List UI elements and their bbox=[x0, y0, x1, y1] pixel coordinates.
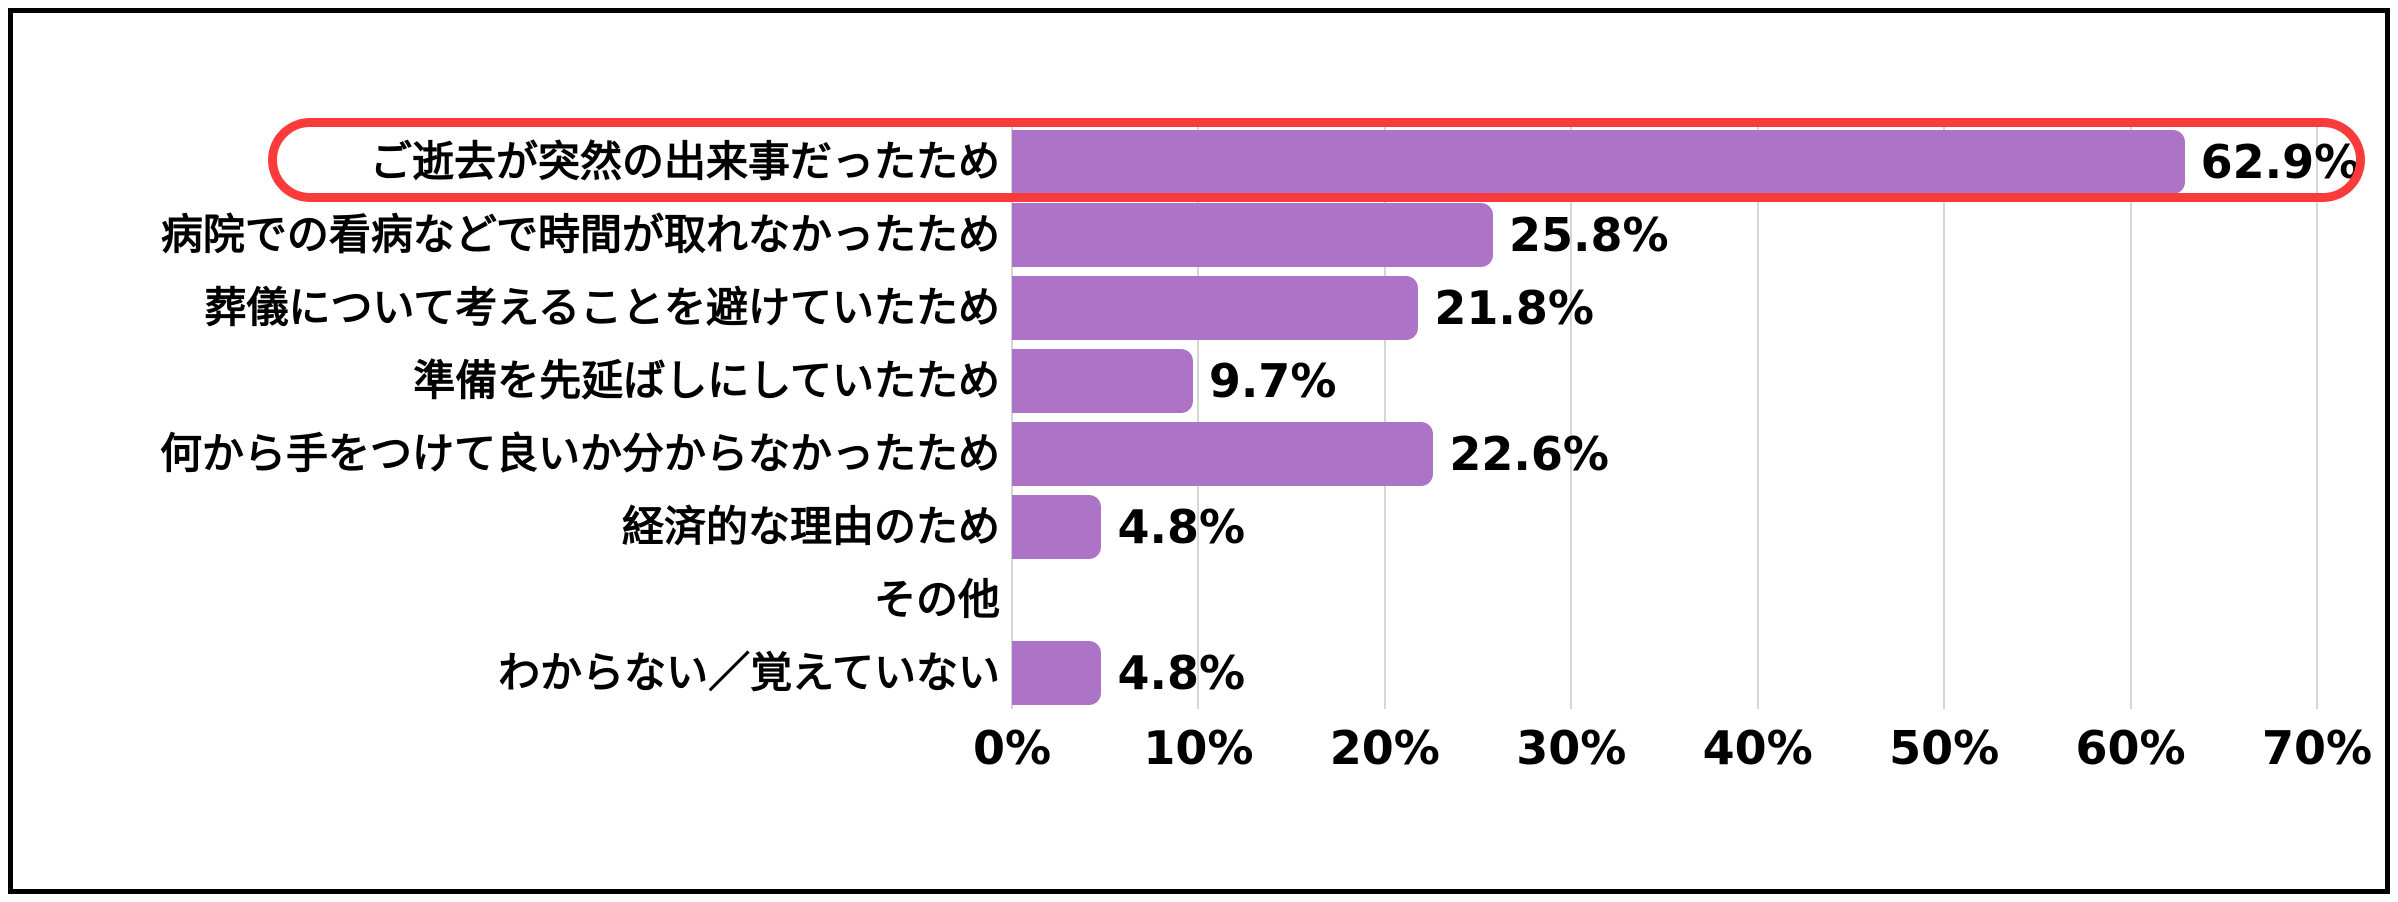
value-label: 25.8% bbox=[1508, 208, 1669, 263]
category-label: 経済的な理由のため bbox=[621, 501, 1000, 551]
bar bbox=[1012, 494, 1102, 559]
chart-row: 葬儀について考えることを避けていたため 21.8% bbox=[0, 272, 2398, 345]
value-label: 4.8% bbox=[1117, 645, 1246, 700]
gridline bbox=[1197, 126, 1200, 709]
category-label: 病院での看病などで時間が取れなかったため bbox=[160, 210, 1000, 260]
value-label: 9.7% bbox=[1208, 354, 1337, 409]
x-tick-label: 30% bbox=[1516, 721, 1627, 775]
gridline bbox=[1570, 126, 1573, 709]
bar-track: 21.8% bbox=[1012, 272, 2317, 345]
chart-row: 病院での看病などで時間が取れなかったため 25.8% bbox=[0, 199, 2398, 272]
category-label: 何から手をつけて良いか分からなかったため bbox=[159, 428, 1000, 478]
gridline bbox=[1011, 126, 1013, 709]
category-label: 葬儀について考えることを避けていたため bbox=[204, 283, 1000, 333]
chart-row: 何から手をつけて良いか分からなかったため 22.6% bbox=[0, 418, 2398, 491]
bar bbox=[1012, 421, 1434, 486]
gridline bbox=[1383, 126, 1386, 709]
bar-track: 62.9% bbox=[1012, 126, 2360, 199]
bar-track: 4.8% bbox=[1012, 490, 2317, 563]
gridline bbox=[1756, 126, 1759, 709]
bar bbox=[1012, 130, 2185, 195]
chart-row: ご逝去が突然の出来事だったため 62.9% bbox=[0, 126, 2398, 199]
x-axis: 0% 10% 20% 30% 40% 50% 60% 70% bbox=[973, 718, 2372, 780]
bar-track: 25.8% bbox=[1012, 199, 2317, 272]
chart-row: 準備を先延ばしにしていたため 9.7% bbox=[0, 345, 2398, 418]
x-tick-label: 70% bbox=[2261, 721, 2373, 775]
chart-row: わからない／覚えていない 4.8% bbox=[0, 636, 2398, 709]
gridlines bbox=[1011, 126, 2318, 709]
bar-track: 22.6% bbox=[1012, 418, 2317, 491]
gridline bbox=[2129, 126, 2132, 709]
bar-track: 4.8% bbox=[1012, 636, 2317, 709]
x-tick-label: 60% bbox=[2075, 721, 2186, 775]
highlight-oval bbox=[268, 118, 2365, 202]
value-label: 21.8% bbox=[1434, 281, 1594, 336]
bar-chart: ご逝去が突然の出来事だったため 62.9% 病院での看病などで時間が取れなかった… bbox=[0, 126, 2398, 709]
category-label: わからない／覚えていない bbox=[498, 647, 1000, 697]
category-label: ご逝去が突然の出来事だったため bbox=[369, 137, 1000, 187]
x-tick-label: 0% bbox=[972, 721, 1052, 775]
x-tick-label: 20% bbox=[1329, 721, 1440, 775]
bar bbox=[1012, 349, 1193, 414]
category-label: その他 bbox=[873, 574, 1000, 624]
gridline bbox=[1943, 126, 1946, 709]
chart-row: 経済的な理由のため 4.8% bbox=[0, 490, 2398, 563]
value-label: 22.6% bbox=[1449, 426, 1609, 481]
x-tick-label: 10% bbox=[1143, 721, 1254, 775]
bar bbox=[1012, 640, 1102, 705]
x-tick-label: 50% bbox=[1889, 721, 2000, 775]
bar-track bbox=[1012, 563, 2317, 636]
chart-row: その他 bbox=[0, 563, 2398, 636]
bar bbox=[1012, 203, 1493, 268]
x-tick-label: 40% bbox=[1702, 721, 1813, 775]
category-label: 準備を先延ばしにしていたため bbox=[413, 356, 1000, 406]
value-label: 4.8% bbox=[1117, 499, 1246, 554]
gridline bbox=[2316, 126, 2318, 709]
bar-track: 9.7% bbox=[1012, 345, 2317, 418]
bar bbox=[1012, 276, 1419, 341]
